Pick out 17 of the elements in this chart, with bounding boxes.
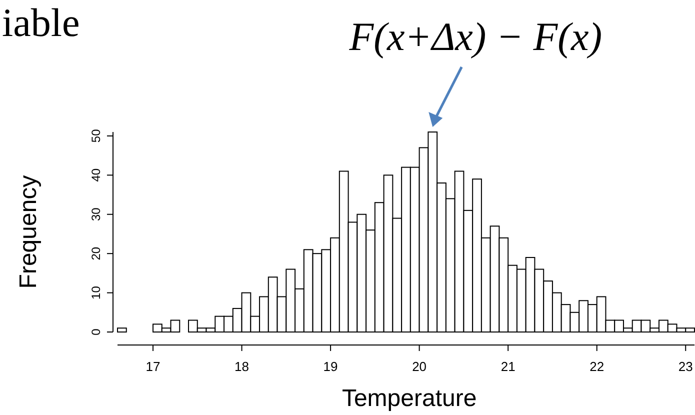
y-tick-label: 40 <box>89 168 103 182</box>
y-axis-title: Frequency <box>15 175 42 289</box>
x-tick-label: 21 <box>500 359 516 374</box>
annotation: F(x+Δx) − F(x) <box>348 14 602 59</box>
y-tick-label: 30 <box>89 207 103 222</box>
x-tick-label: 19 <box>323 359 338 374</box>
y-tick-label: 0 <box>89 328 103 336</box>
x-tick-label: 20 <box>412 359 427 374</box>
x-tick-label: 23 <box>678 359 693 374</box>
y-tick-label: 50 <box>89 128 103 143</box>
x-tick-label: 18 <box>234 359 250 374</box>
y-tick-label: 20 <box>89 246 103 260</box>
x-tick-label: 22 <box>590 359 604 374</box>
x-tick-label: 17 <box>146 359 160 374</box>
x-axis-title: Temperature <box>342 385 477 412</box>
y-tick-label: 10 <box>89 286 103 300</box>
chart-title: iable <box>2 0 80 45</box>
